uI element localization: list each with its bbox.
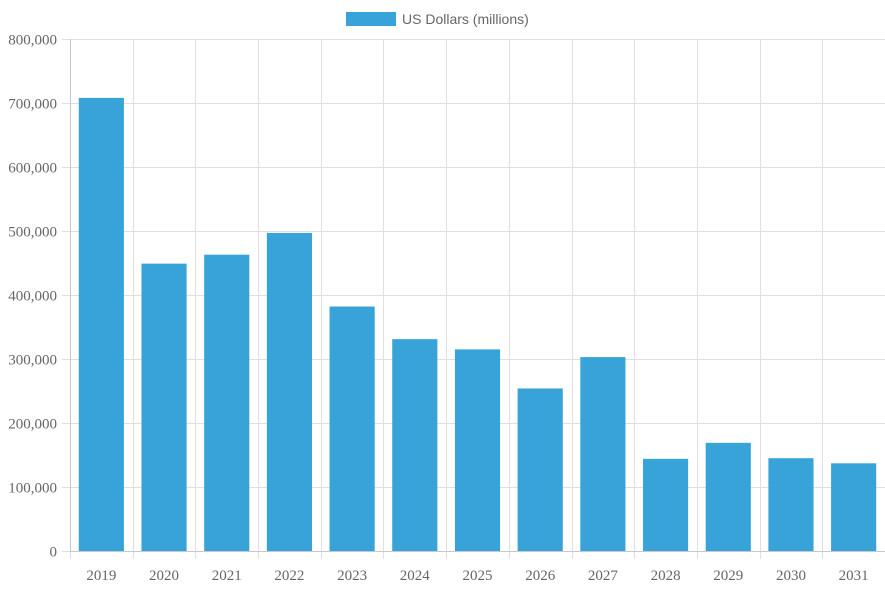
y-tick-label: 0 [50, 545, 58, 561]
grid-lines [62, 39, 885, 559]
bar[interactable] [454, 349, 501, 551]
bar[interactable] [329, 306, 375, 551]
bar[interactable] [705, 442, 751, 551]
bar[interactable] [78, 97, 124, 551]
y-tick-label: 600,000 [8, 161, 57, 177]
y-tick-label: 500,000 [8, 225, 57, 241]
y-tick-label: 400,000 [8, 289, 57, 305]
bar[interactable] [517, 388, 563, 551]
x-tick-label: 2020 [149, 568, 179, 584]
bars [78, 97, 877, 552]
y-tick-label: 300,000 [8, 353, 57, 369]
x-tick-label: 2027 [588, 568, 619, 584]
x-tick-label: 2021 [212, 568, 242, 584]
bar[interactable] [831, 463, 877, 551]
bar[interactable] [580, 357, 626, 551]
bar[interactable] [204, 254, 250, 551]
x-tick-label: 2029 [713, 568, 743, 584]
legend-label: US Dollars (millions) [402, 11, 529, 27]
y-tick-label: 100,000 [8, 481, 57, 497]
x-tick-label: 2031 [839, 568, 869, 584]
legend[interactable]: US Dollars (millions) [346, 11, 529, 27]
x-tick-label: 2019 [86, 568, 116, 584]
bar[interactable] [141, 263, 187, 551]
y-tick-label: 200,000 [8, 417, 57, 433]
x-tick-label: 2028 [651, 568, 681, 584]
bar[interactable] [643, 458, 689, 551]
legend-swatch [346, 12, 396, 26]
x-tick-label: 2024 [400, 568, 431, 584]
y-tick-label: 800,000 [8, 33, 57, 49]
bar[interactable] [266, 232, 312, 552]
x-tick-label: 2026 [525, 568, 556, 584]
y-tick-label: 700,000 [8, 97, 57, 113]
x-tick-label: 2022 [274, 568, 304, 584]
x-tick-label: 2023 [337, 568, 367, 584]
axes: 0 100,000 200,000 300,000 400,000 500,000 600,… [8, 33, 885, 584]
bar[interactable] [392, 339, 438, 551]
bar[interactable] [768, 458, 814, 551]
x-tick-label: 2030 [776, 568, 806, 584]
x-tick-label: 2025 [463, 568, 493, 584]
